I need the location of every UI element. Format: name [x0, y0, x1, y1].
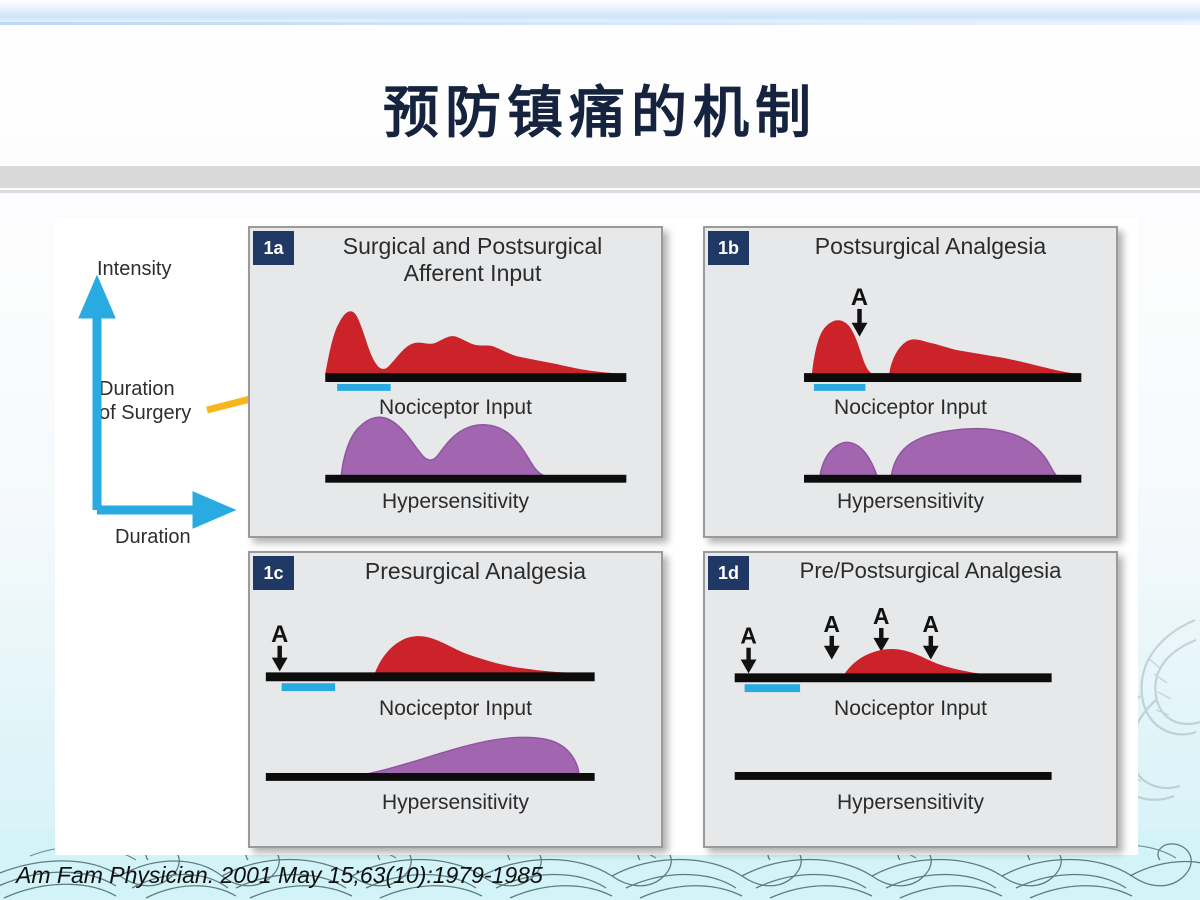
- panel-1b-hyper-baseline: [804, 474, 1082, 483]
- panels-grid: 1a Surgical and Postsurgical Afferent In…: [248, 218, 1138, 855]
- panel-1b-title: Postsurgical Analgesia: [814, 233, 1047, 259]
- panel-1b-badge: 1b: [708, 231, 749, 265]
- panel-1a[interactable]: 1a Surgical and Postsurgical Afferent In…: [248, 226, 663, 538]
- title-separator-line: [0, 190, 1200, 193]
- panel-1a-hypersensitivity-area: [340, 416, 550, 478]
- panel-1b-nociceptor-area-2: [889, 339, 1080, 375]
- panel-1d-badge: 1d: [708, 556, 749, 590]
- panel-1d-analgesia-arrow-2: A: [824, 611, 840, 660]
- panel-1c-surgery-bar: [281, 683, 336, 692]
- panel-1a-surgery-bar: [337, 383, 391, 391]
- panel-1c-nociceptor-area: [374, 636, 595, 674]
- duration-of-surgery-label: Duration of Surgery: [99, 378, 191, 425]
- panel-1a-baseline: [325, 373, 627, 382]
- panel-1c-baseline: [265, 672, 595, 682]
- top-decorative-band: [0, 0, 1200, 22]
- panel-1c[interactable]: 1c Presurgical Analgesia A Nociceptor In…: [248, 551, 663, 848]
- axis-legend-block: Intensity Duration Duration of Surgery: [67, 258, 247, 558]
- panel-1c-title: Presurgical Analgesia: [364, 558, 587, 584]
- panel-1b-baseline: [804, 373, 1082, 382]
- panel-1a-plot: [325, 311, 627, 483]
- panel-1c-hypersensitivity-area: [360, 736, 580, 776]
- svg-text:A: A: [824, 611, 840, 637]
- panel-1b-plot: A: [804, 285, 1082, 483]
- panel-1d[interactable]: 1d Pre/Postsurgical Analgesia A A A: [703, 551, 1118, 848]
- panel-1d-analgesia-arrow-3: A: [873, 603, 890, 652]
- panel-1d-analgesia-arrow-4: A: [923, 611, 939, 660]
- panel-1b-nociceptor-label: Nociceptor Input: [834, 396, 987, 419]
- svg-text:A: A: [740, 623, 756, 649]
- panel-1a-hyper-baseline: [325, 474, 627, 483]
- panel-1c-hypersensitivity-label: Hypersensitivity: [381, 791, 530, 814]
- panel-1b-hypersensitivity-label: Hypersensitivity: [836, 490, 985, 513]
- x-axis-label: Duration: [115, 526, 191, 548]
- panel-1d-title: Pre/Postsurgical Analgesia: [799, 558, 1062, 583]
- panel-1b[interactable]: 1b Postsurgical Analgesia A: [703, 226, 1118, 538]
- panel-1d-baseline: [734, 673, 1052, 683]
- panel-1b-analgesia-arrow-1: A: [851, 285, 868, 337]
- duration-of-surgery-line2: of Surgery: [99, 401, 192, 424]
- panel-1d-hypersensitivity-label: Hypersensitivity: [836, 791, 985, 814]
- svg-text:A: A: [851, 285, 868, 311]
- panel-1a-title-line2: Afferent Input: [403, 260, 542, 287]
- panel-1c-analgesia-arrow-1: A: [271, 622, 288, 672]
- panel-1d-surgery-bar: [744, 684, 801, 693]
- panel-1d-plot: A A A A: [734, 603, 1052, 780]
- panel-1d-hyper-baseline: [734, 772, 1052, 780]
- panel-1a-nociceptor-label: Nociceptor Input: [379, 396, 532, 419]
- svg-text:A: A: [271, 622, 288, 648]
- citation-text: Am Fam Physician. 2001 May 15;63(10):197…: [16, 862, 543, 888]
- duration-of-surgery-line1: Duration: [99, 378, 175, 400]
- page-title: 预防镇痛的机制: [383, 80, 817, 146]
- panel-1d-nociceptor-area: [843, 649, 1050, 676]
- panel-1d-analgesia-arrow-1: A: [740, 623, 757, 674]
- panel-1c-badge: 1c: [253, 556, 294, 590]
- panel-1b-hypersensitivity-area-1: [819, 441, 879, 478]
- panel-1c-hyper-baseline: [265, 772, 595, 781]
- y-axis-label: Intensity: [97, 258, 172, 280]
- panel-1c-nociceptor-label: Nociceptor Input: [379, 697, 532, 720]
- svg-text:A: A: [873, 603, 889, 629]
- panel-1c-plot: A: [265, 622, 595, 781]
- panel-1b-nociceptor-area-1: [811, 320, 874, 375]
- panel-1a-badge: 1a: [253, 231, 294, 265]
- axis-arrows-icon: [78, 274, 237, 529]
- panel-1b-surgery-bar: [813, 383, 866, 391]
- figure-container: Intensity Duration Duration of Surgery: [55, 218, 1138, 855]
- panel-1d-nociceptor-label: Nociceptor Input: [834, 697, 987, 720]
- panel-1a-nociceptor-area: [325, 311, 625, 375]
- panel-1a-hypersensitivity-label: Hypersensitivity: [381, 490, 530, 513]
- svg-text:A: A: [923, 611, 939, 637]
- top-decorative-line: [0, 22, 1200, 25]
- panel-1a-title: Surgical and Postsurgical Afferent Input: [290, 233, 655, 287]
- panel-1b-hypersensitivity-area-2: [890, 427, 1058, 478]
- title-separator-band: [0, 166, 1200, 188]
- panel-1a-title-line1: Surgical and Postsurgical: [342, 233, 603, 259]
